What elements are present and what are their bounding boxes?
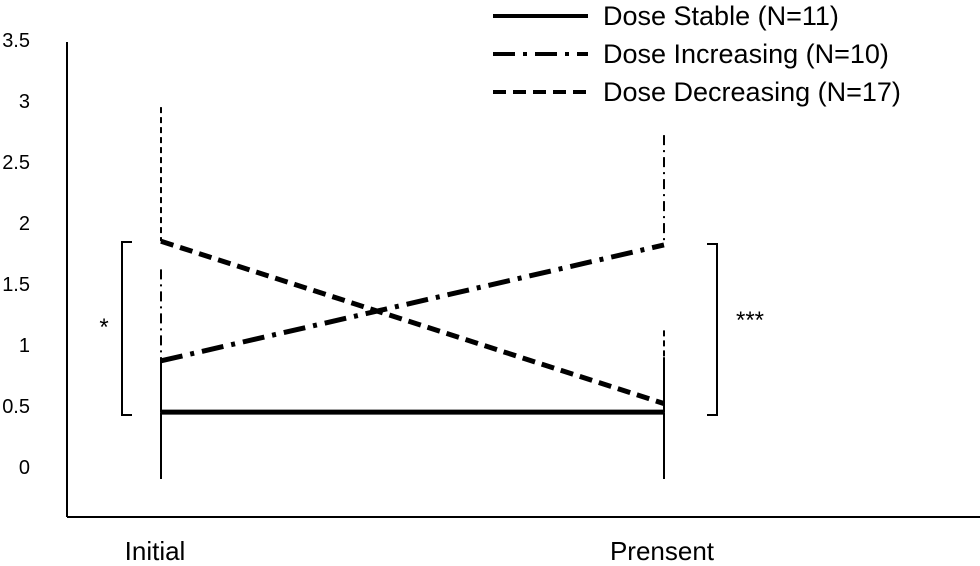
y-tick-label: 0	[19, 457, 30, 479]
legend: Dose Stable (N=11) Dose Increasing (N=10…	[493, 1, 901, 107]
x-tick-initial: Initial	[125, 536, 186, 566]
legend-label-decreasing: Dose Decreasing (N=17)	[603, 77, 901, 107]
y-tick-labels: 3.5 3 2.5 2 1.5 1 0.5 0	[2, 30, 30, 479]
significance-bracket-initial	[121, 241, 132, 416]
x-tick-present: Prensent	[610, 536, 715, 566]
legend-label-increasing: Dose Increasing (N=10)	[603, 39, 889, 69]
y-tick-label: 1	[19, 335, 30, 357]
y-tick-label: 0.5	[2, 396, 30, 418]
y-tick-label: 3	[19, 91, 30, 113]
series-line-increasing	[160, 242, 665, 364]
series-line-decreasing	[160, 238, 665, 406]
error-bars	[160, 107, 665, 479]
y-tick-label: 1.5	[2, 274, 30, 296]
legend-label-stable: Dose Stable (N=11)	[603, 1, 839, 31]
significance-bracket-present	[707, 243, 718, 416]
significance-label-present: ***	[736, 307, 764, 334]
y-tick-label: 2.5	[2, 152, 30, 174]
y-tick-label: 2	[19, 213, 30, 235]
significance-label-initial: *	[99, 314, 108, 341]
series-lines	[160, 238, 665, 415]
y-tick-label: 3.5	[2, 30, 30, 52]
